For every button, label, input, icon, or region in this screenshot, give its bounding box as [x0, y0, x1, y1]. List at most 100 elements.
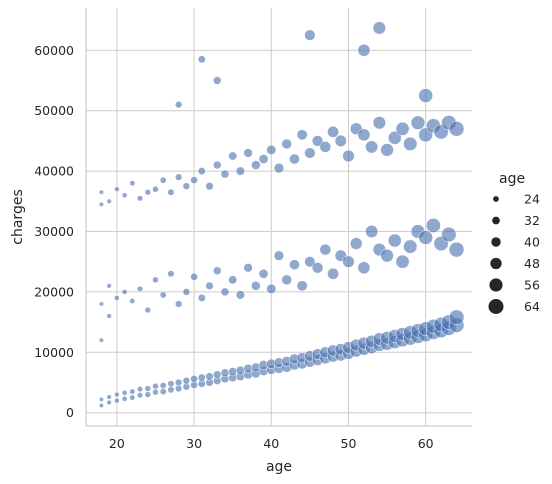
data-point [319, 141, 332, 153]
data-point [175, 101, 183, 109]
data-point [175, 300, 183, 308]
data-point [197, 293, 206, 302]
data-point [182, 376, 191, 385]
data-point [395, 121, 410, 136]
legend-marker [489, 278, 503, 292]
data-point [190, 375, 198, 383]
data-point [197, 373, 206, 382]
x-tick-label: 60 [418, 436, 434, 451]
data-point [365, 225, 379, 238]
data-point [251, 281, 261, 291]
data-point [98, 403, 104, 408]
data-point [98, 201, 104, 207]
data-point [387, 131, 402, 145]
data-point [258, 268, 269, 279]
legend-marker [492, 216, 500, 225]
data-point [190, 272, 198, 281]
data-points [98, 21, 465, 408]
data-point [129, 388, 136, 395]
data-point [98, 337, 104, 343]
data-point [106, 394, 112, 400]
data-point [129, 180, 136, 187]
data-point [448, 121, 465, 137]
data-point [182, 182, 191, 190]
x-axis-title: age [266, 459, 292, 475]
y-tick-label: 60000 [34, 43, 74, 58]
data-point [327, 267, 339, 280]
legend: age 24 32 40 48 56 64 [488, 171, 540, 314]
data-point [137, 285, 144, 292]
data-point [121, 192, 128, 199]
y-tick-label: 50000 [34, 103, 74, 118]
data-point [266, 144, 277, 155]
data-point [334, 134, 347, 147]
data-point [266, 283, 277, 294]
data-point [387, 233, 402, 248]
data-point [304, 147, 316, 159]
data-point [167, 188, 175, 196]
data-point [167, 380, 175, 388]
data-point [410, 115, 426, 130]
data-point [418, 230, 433, 245]
data-point [441, 226, 457, 243]
data-point [129, 298, 136, 304]
legend-marker [493, 196, 499, 202]
legend-label: 64 [524, 299, 540, 314]
data-point [357, 261, 371, 275]
x-tick-label: 50 [341, 436, 357, 451]
data-point [114, 397, 120, 404]
data-point [175, 173, 183, 181]
legend-marker [491, 237, 501, 247]
data-point [418, 88, 433, 103]
data-point [144, 189, 151, 196]
data-point [349, 237, 363, 250]
data-point [175, 384, 183, 393]
data-point [357, 128, 371, 142]
data-point [213, 160, 222, 170]
y-tick-labels: 0 10000 20000 30000 40000 50000 60000 [34, 43, 74, 420]
data-point [258, 154, 269, 164]
data-point [159, 388, 167, 395]
y-tick-label: 0 [66, 405, 74, 420]
data-point [152, 388, 159, 396]
y-tick-label: 10000 [34, 345, 74, 360]
data-point [197, 55, 206, 64]
data-point [152, 276, 159, 284]
data-point [327, 125, 339, 138]
data-point [114, 295, 120, 301]
data-point [121, 389, 128, 396]
data-point [159, 382, 167, 389]
data-point [167, 386, 175, 394]
legend-label: 40 [524, 235, 540, 250]
data-point [425, 218, 441, 233]
data-point [365, 140, 379, 154]
data-point [448, 241, 465, 258]
data-point [129, 394, 136, 401]
legend-label: 56 [524, 278, 540, 293]
x-tick-label: 20 [109, 436, 125, 451]
data-point [342, 149, 355, 163]
data-point [296, 280, 308, 292]
data-point [281, 138, 292, 150]
data-point [243, 363, 253, 374]
data-point [372, 21, 386, 35]
data-point [167, 270, 175, 278]
data-point [137, 195, 144, 202]
data-point [182, 288, 191, 296]
data-point [311, 135, 324, 147]
axis-spines [85, 8, 472, 427]
data-point [137, 386, 144, 393]
data-point [121, 396, 128, 402]
data-point [395, 254, 410, 269]
data-point [114, 186, 120, 192]
data-point [357, 43, 371, 57]
data-point [106, 313, 112, 319]
legend-label: 48 [524, 256, 540, 271]
data-point [205, 372, 214, 381]
data-point [403, 136, 418, 151]
data-point [380, 248, 394, 263]
data-point [228, 275, 238, 285]
data-point [98, 189, 104, 195]
data-point [205, 182, 214, 191]
